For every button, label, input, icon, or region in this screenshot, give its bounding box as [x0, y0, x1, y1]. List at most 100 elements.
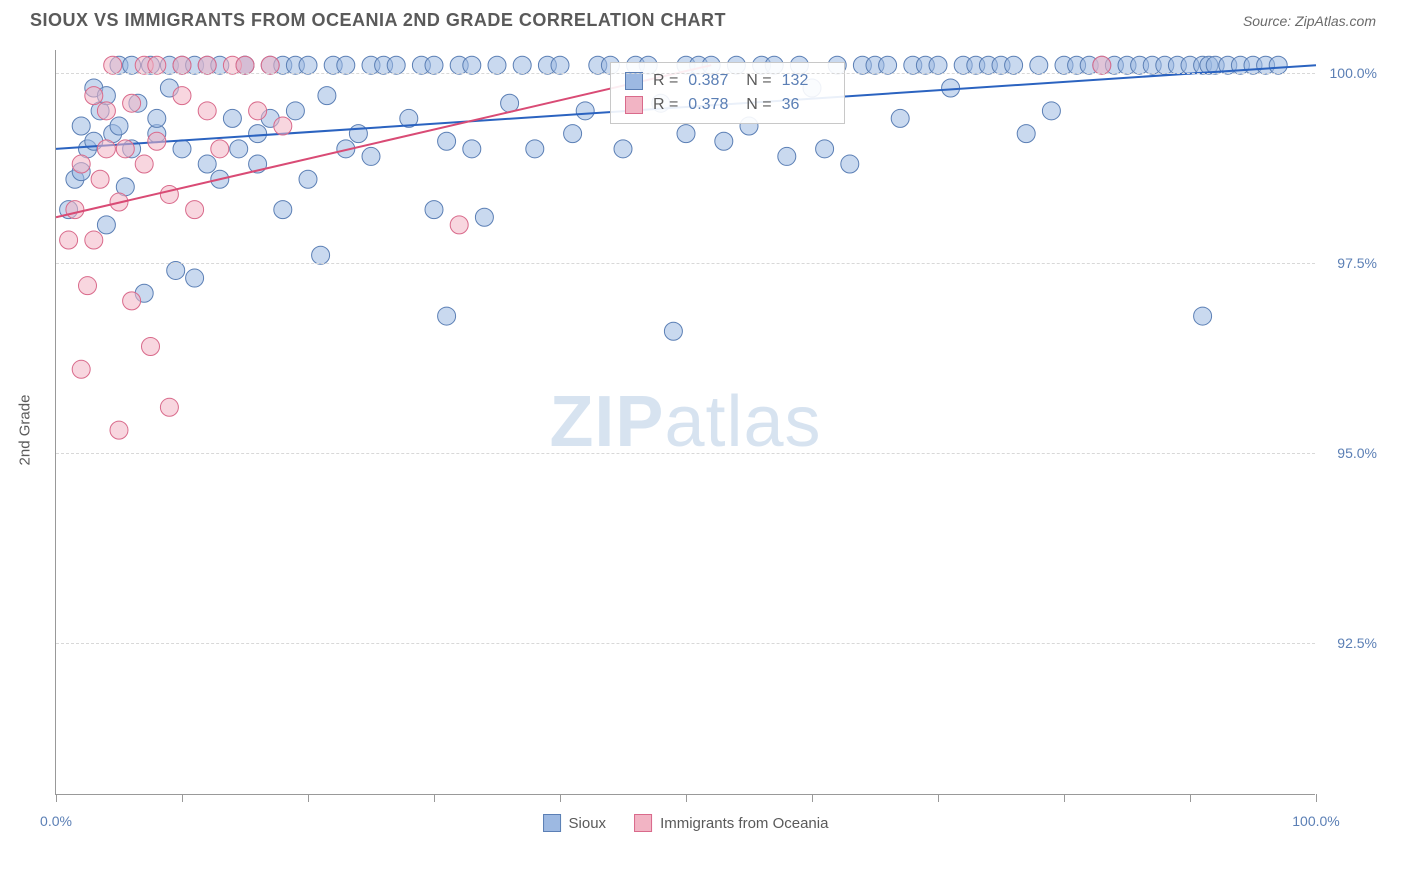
x-tick — [812, 794, 813, 802]
chart-header: SIOUX VS IMMIGRANTS FROM OCEANIA 2ND GRA… — [0, 0, 1406, 37]
x-tick — [686, 794, 687, 802]
scatter-point — [72, 155, 90, 173]
x-tick — [1064, 794, 1065, 802]
y-tick-label: 97.5% — [1337, 255, 1377, 271]
scatter-point — [97, 102, 115, 120]
scatter-point — [576, 102, 594, 120]
plot-area: ZIPatlas R = 0.387 N = 132 R = 0.378 N =… — [55, 50, 1315, 795]
scatter-point — [167, 261, 185, 279]
stats-row-oceania: R = 0.378 N = 36 — [625, 93, 830, 117]
stat-n-label: N = — [746, 93, 771, 117]
scatter-point — [1093, 56, 1111, 74]
scatter-point — [91, 170, 109, 188]
scatter-point — [475, 208, 493, 226]
x-tick-label: 100.0% — [1292, 813, 1339, 829]
scatter-point — [299, 170, 317, 188]
scatter-point — [173, 56, 191, 74]
stat-r-label: R = — [653, 93, 678, 117]
gridline-h — [56, 73, 1315, 74]
scatter-point — [715, 132, 733, 150]
scatter-point — [438, 307, 456, 325]
scatter-point — [349, 125, 367, 143]
scatter-point — [85, 87, 103, 105]
scatter-point — [198, 56, 216, 74]
scatter-point — [142, 337, 160, 355]
legend-sq-sioux-icon — [543, 814, 561, 832]
scatter-point — [186, 269, 204, 287]
scatter-point — [450, 216, 468, 234]
x-tick — [182, 794, 183, 802]
scatter-point — [173, 87, 191, 105]
scatter-point — [198, 102, 216, 120]
x-tick — [1316, 794, 1317, 802]
scatter-point — [488, 56, 506, 74]
scatter-point — [564, 125, 582, 143]
x-tick — [1190, 794, 1191, 802]
scatter-point — [66, 201, 84, 219]
stats-box: R = 0.387 N = 132 R = 0.378 N = 36 — [610, 62, 845, 124]
y-axis-label: 2nd Grade — [17, 395, 34, 466]
x-tick — [560, 794, 561, 802]
stat-r-oceania: 0.378 — [688, 93, 736, 117]
y-tick-label: 100.0% — [1330, 65, 1377, 81]
scatter-point — [425, 56, 443, 74]
scatter-point — [337, 56, 355, 74]
scatter-point — [526, 140, 544, 158]
scatter-point — [261, 56, 279, 74]
scatter-point — [72, 117, 90, 135]
scatter-point — [148, 132, 166, 150]
scatter-point — [312, 246, 330, 264]
scatter-point — [236, 56, 254, 74]
gridline-h — [56, 453, 1315, 454]
scatter-point — [438, 132, 456, 150]
scatter-point — [318, 87, 336, 105]
scatter-point — [85, 231, 103, 249]
scatter-point — [97, 216, 115, 234]
scatter-point — [664, 322, 682, 340]
legend-sq-oceania-icon — [634, 814, 652, 832]
scatter-point — [230, 140, 248, 158]
scatter-point — [879, 56, 897, 74]
scatter-point — [211, 140, 229, 158]
scatter-point — [116, 140, 134, 158]
scatter-point — [249, 125, 267, 143]
chart-container: 2nd Grade ZIPatlas R = 0.387 N = 132 R =… — [55, 50, 1375, 810]
scatter-point — [274, 201, 292, 219]
scatter-point — [186, 201, 204, 219]
source-label: Source: ZipAtlas.com — [1243, 13, 1376, 29]
scatter-point — [1269, 56, 1287, 74]
scatter-point — [463, 140, 481, 158]
scatter-point — [891, 109, 909, 127]
scatter-point — [929, 56, 947, 74]
scatter-point — [123, 94, 141, 112]
scatter-point — [1005, 56, 1023, 74]
scatter-point — [110, 421, 128, 439]
scatter-point — [425, 201, 443, 219]
x-tick-label: 0.0% — [40, 813, 72, 829]
scatter-point — [387, 56, 405, 74]
scatter-point — [1030, 56, 1048, 74]
gridline-h — [56, 643, 1315, 644]
scatter-point — [173, 140, 191, 158]
scatter-point — [148, 109, 166, 127]
scatter-point — [274, 117, 292, 135]
scatter-point — [299, 56, 317, 74]
y-tick-label: 95.0% — [1337, 445, 1377, 461]
scatter-point — [362, 147, 380, 165]
x-tick — [308, 794, 309, 802]
scatter-point — [463, 56, 481, 74]
scatter-point — [1017, 125, 1035, 143]
chart-title: SIOUX VS IMMIGRANTS FROM OCEANIA 2ND GRA… — [30, 10, 726, 31]
scatter-point — [198, 155, 216, 173]
scatter-point — [614, 140, 632, 158]
legend-item-sioux: Sioux — [543, 814, 607, 832]
gridline-h — [56, 263, 1315, 264]
scatter-point — [135, 155, 153, 173]
scatter-point — [160, 185, 178, 203]
scatter-point — [223, 109, 241, 127]
scatter-point — [104, 56, 122, 74]
scatter-point — [841, 155, 859, 173]
scatter-point — [160, 398, 178, 416]
legend-label-sioux: Sioux — [569, 815, 607, 832]
scatter-point — [942, 79, 960, 97]
